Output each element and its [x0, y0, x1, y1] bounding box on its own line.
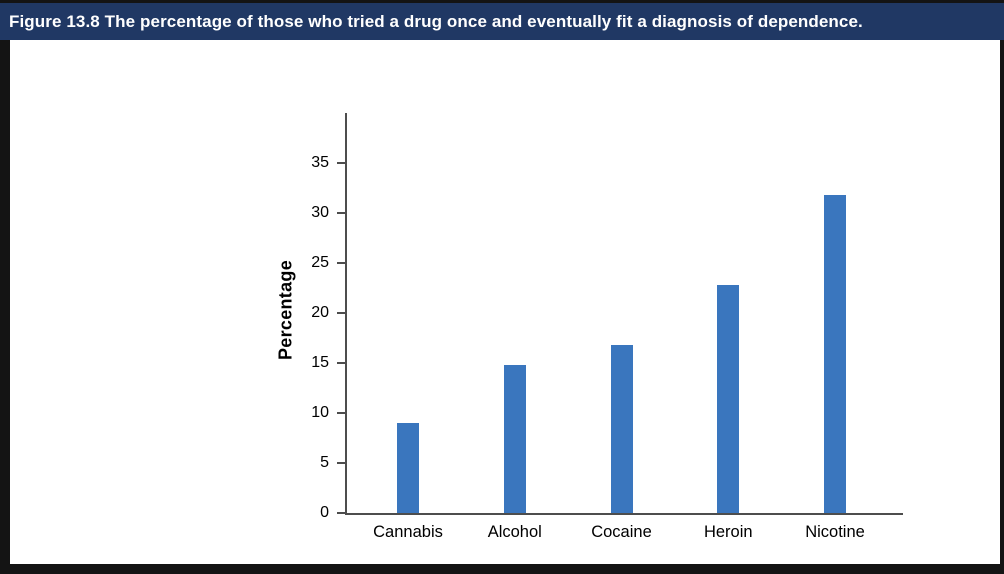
x-category-label-nicotine: Nicotine: [805, 523, 865, 541]
y-tick-label: 20: [311, 304, 329, 321]
y-tick-mark: [337, 212, 345, 214]
chart-canvas: Percentage 0 5 10 15 20 25 30 35 Cannabis Alcoho…: [10, 40, 1000, 564]
bar-cannabis: [397, 423, 419, 513]
bar-nicotine: [824, 195, 846, 513]
figure-caption-bar: Figure 13.8 The percentage of those who …: [0, 3, 1004, 40]
y-tick-label: 15: [311, 354, 329, 371]
figure-caption: Figure 13.8 The percentage of those who …: [9, 11, 863, 31]
y-tick-label: 35: [311, 154, 329, 171]
bar-cocaine: [610, 345, 633, 513]
x-category-label-cocaine: Cocaine: [591, 523, 652, 541]
y-tick-mark: [337, 262, 345, 264]
y-tick-mark: [337, 512, 345, 514]
x-category-label-heroin: Heroin: [703, 523, 753, 541]
y-tick-mark: [337, 462, 345, 464]
bar-alcohol: [503, 365, 526, 513]
y-tick-mark: [337, 412, 345, 414]
y-tick-label: 30: [311, 204, 329, 221]
plot-area: 0 5 10 15 20 25 30 35 Cannabis Alcohol Cocaine Her…: [311, 113, 903, 541]
y-tick-mark: [337, 312, 345, 314]
y-tick-label: 25: [311, 254, 329, 271]
y-tick-label: 0: [320, 504, 329, 521]
y-tick-mark: [337, 362, 345, 364]
x-category-label-cannabis: Cannabis: [373, 523, 443, 541]
y-tick-label: 10: [311, 404, 329, 421]
y-tick-label: 5: [320, 454, 329, 471]
x-category-label-alcohol: Alcohol: [487, 523, 542, 541]
bar-heroin: [717, 285, 740, 513]
y-tick-mark: [337, 162, 345, 164]
